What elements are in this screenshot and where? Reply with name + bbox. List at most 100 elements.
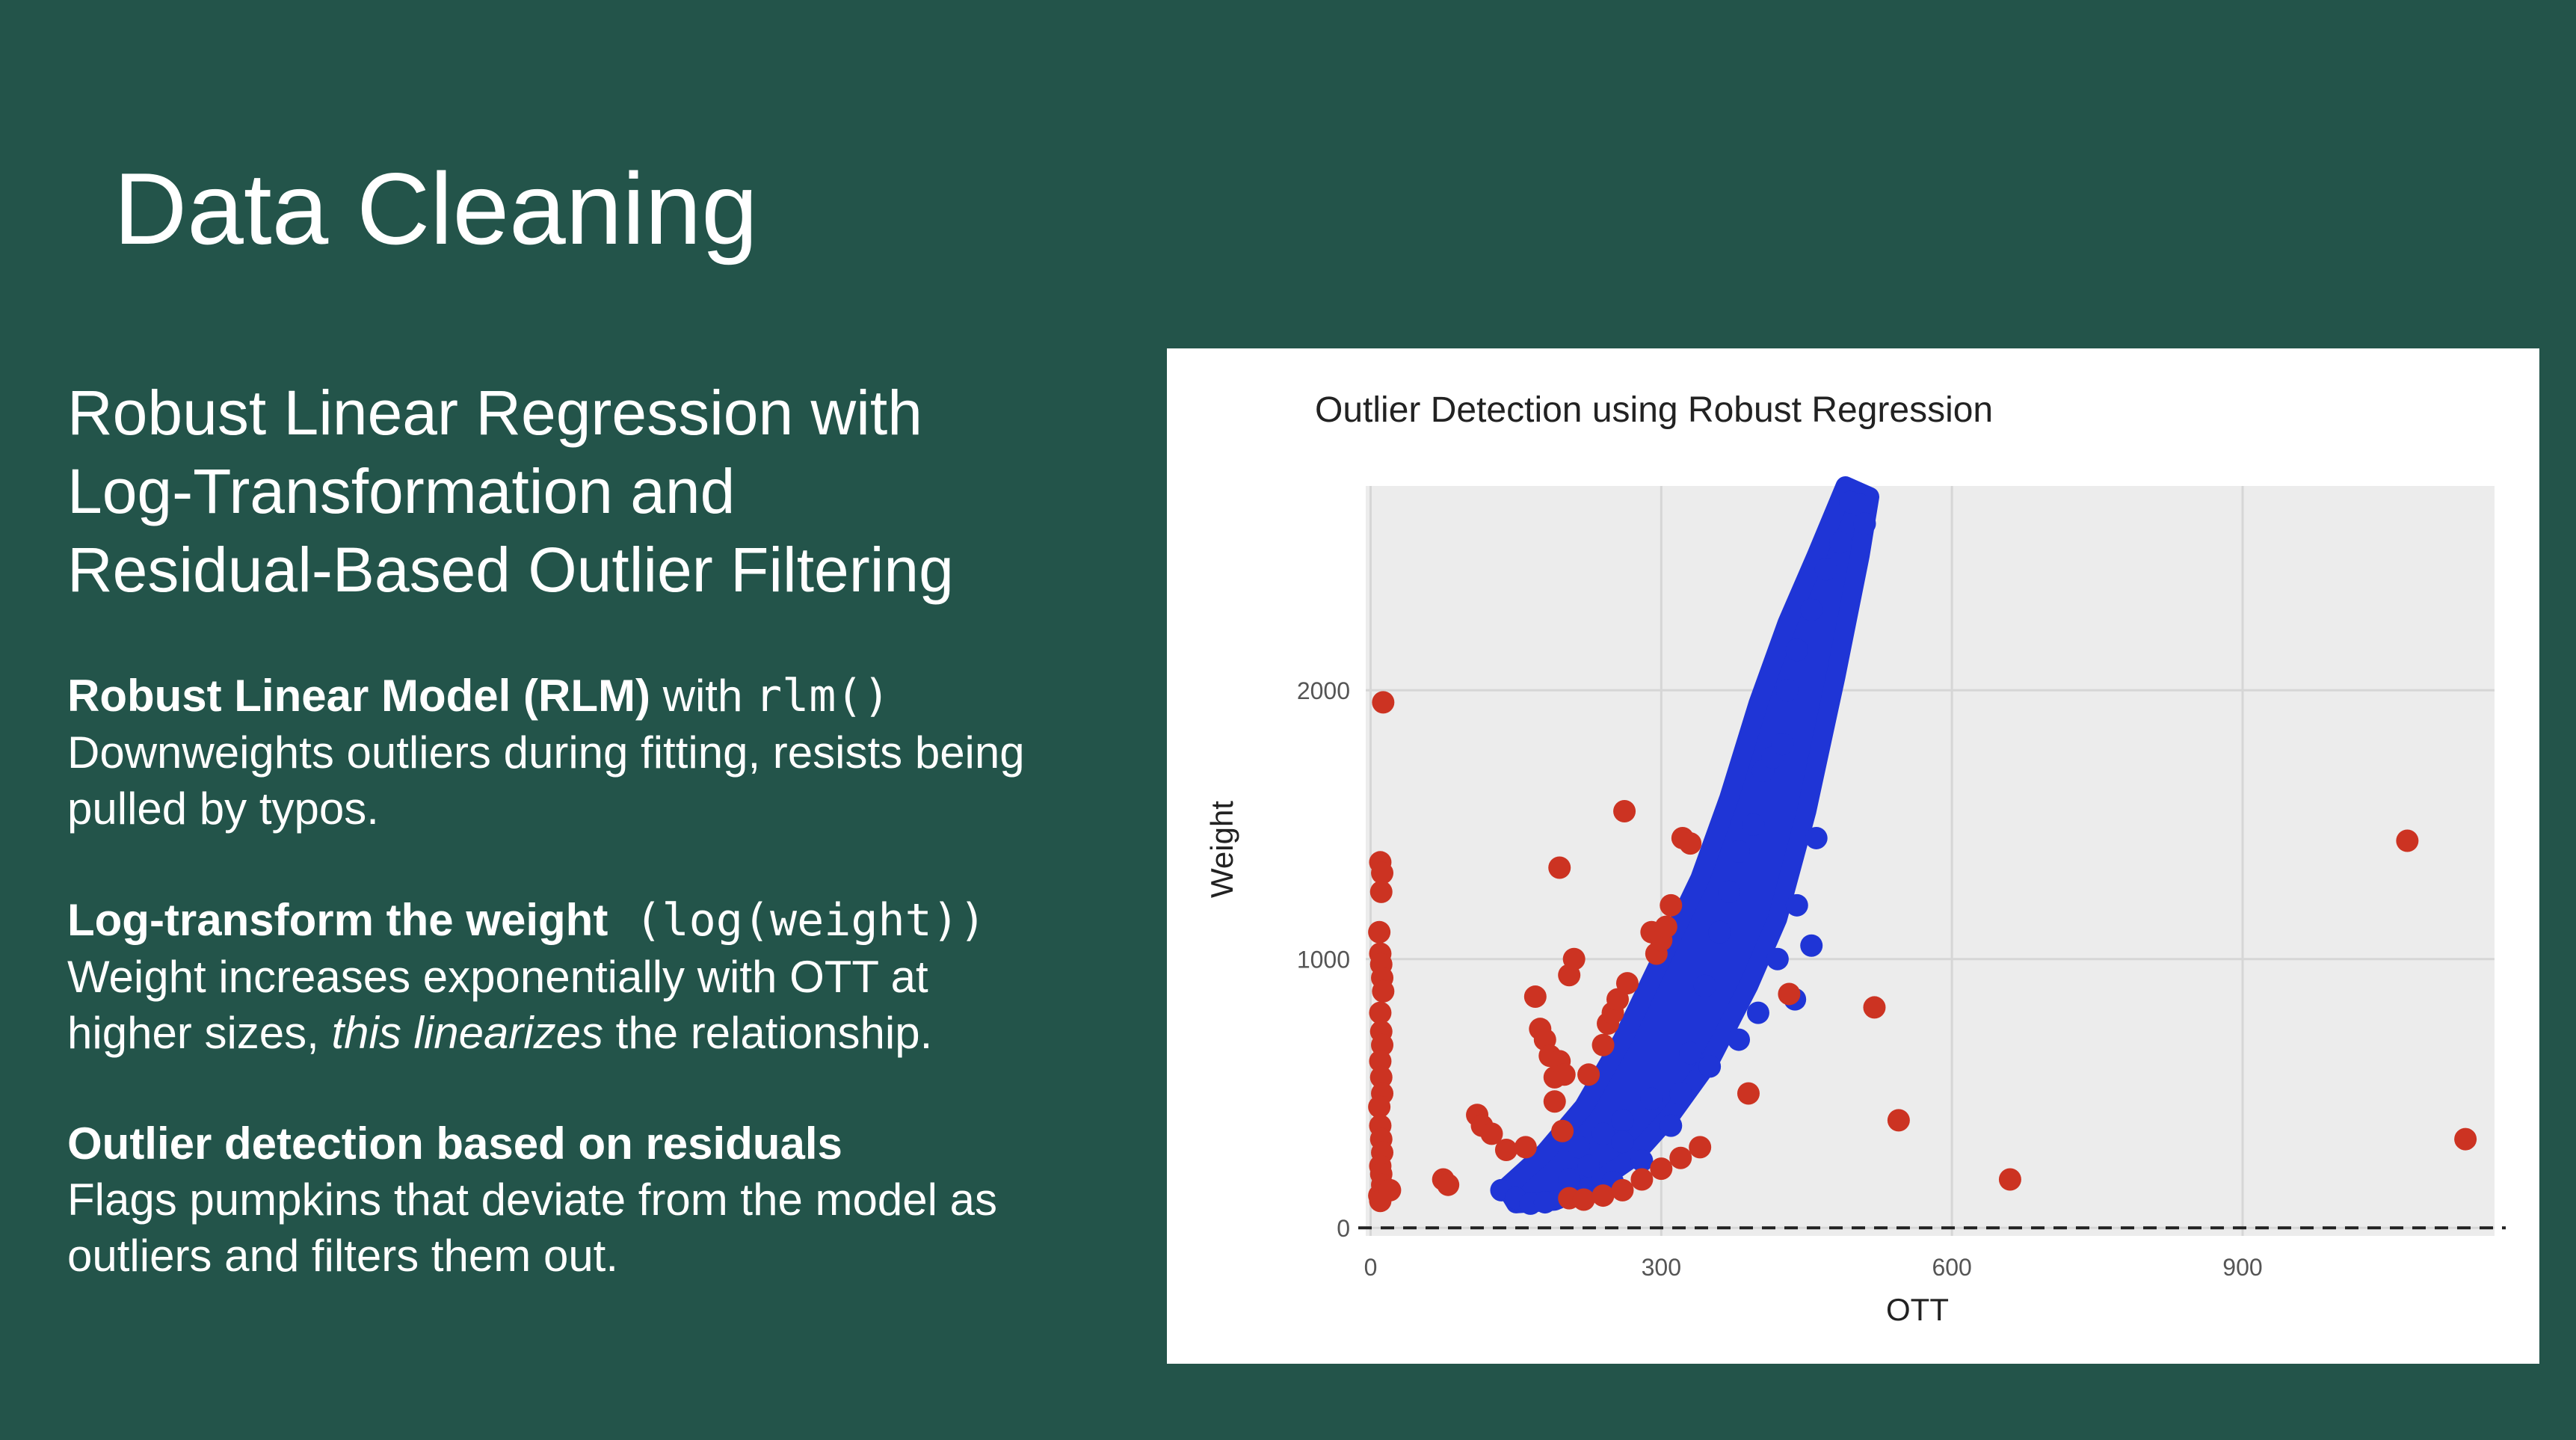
outlier-point bbox=[1615, 972, 1639, 995]
outlier-point bbox=[1737, 1082, 1760, 1105]
chart-title: Outlier Detection using Robust Regressio… bbox=[1315, 390, 1993, 430]
outlier-point bbox=[1606, 988, 1629, 1011]
log-heading: Log-transform the weight (log(weight)) bbox=[67, 892, 1114, 949]
outlier-point bbox=[1551, 1119, 1574, 1142]
inlier-point bbox=[1660, 1114, 1683, 1137]
inlier-point bbox=[1718, 880, 1741, 903]
outlier-point bbox=[1372, 979, 1395, 1003]
inlier-point bbox=[1785, 893, 1808, 917]
log-body-line: Weight increases exponentially with OTT … bbox=[67, 952, 928, 1002]
y-tick-label: 1000 bbox=[1297, 947, 1350, 973]
subtitle-line: Log-Transformation and bbox=[67, 456, 736, 526]
inlier-point bbox=[1611, 1130, 1634, 1154]
outlier-point bbox=[1553, 1063, 1576, 1086]
outlier-point bbox=[1572, 1188, 1595, 1211]
rlm-heading-code: rlm() bbox=[755, 670, 890, 722]
inlier-point bbox=[1771, 733, 1794, 756]
inlier-point bbox=[1698, 1055, 1722, 1078]
outlier-point bbox=[1669, 1146, 1692, 1169]
rlm-section: Robust Linear Model (RLM) with rlm() Dow… bbox=[67, 668, 1114, 837]
outlier-point bbox=[1368, 1095, 1391, 1119]
x-tick-label: 300 bbox=[1642, 1254, 1681, 1281]
log-line-italic: this linearizes bbox=[331, 1008, 604, 1058]
slide-title: Data Cleaning bbox=[114, 152, 758, 265]
outlier-point bbox=[1437, 1173, 1460, 1196]
inlier-point bbox=[1640, 1087, 1663, 1110]
chart-panel: 0 300 600 900 0 1000 2000 Outlier Detection us… bbox=[1167, 348, 2539, 1364]
x-axis-label: OTT bbox=[1886, 1292, 1949, 1327]
inlier-point bbox=[1533, 1191, 1556, 1214]
inlier-point bbox=[1708, 920, 1731, 944]
outlier-point bbox=[1577, 1063, 1600, 1086]
outlier-point bbox=[1650, 1157, 1673, 1181]
outlier-section: Outlier detection based on residuals Fla… bbox=[67, 1116, 1114, 1284]
x-tick-label: 600 bbox=[1932, 1254, 1971, 1281]
outlier-point bbox=[1591, 1184, 1615, 1207]
inlier-point bbox=[1558, 1168, 1581, 1191]
outlier-point bbox=[1611, 1178, 1634, 1201]
outlier-point bbox=[1523, 985, 1547, 1009]
outlier-point bbox=[1679, 832, 1702, 855]
outlier-point bbox=[1562, 947, 1586, 970]
inlier-point bbox=[1742, 813, 1765, 836]
outlier-point bbox=[1494, 1138, 1517, 1161]
outlier-point bbox=[1368, 920, 1391, 944]
rlm-body-line: Downweights outliers during fitting, res… bbox=[67, 727, 1025, 778]
outlier-point bbox=[1887, 1109, 1910, 1132]
outlier-point bbox=[1371, 861, 1394, 884]
inlier-point bbox=[1669, 1082, 1692, 1105]
inlier-point bbox=[1853, 512, 1876, 535]
log-line-post: the relationship. bbox=[603, 1008, 933, 1058]
outlier-point bbox=[2396, 829, 2419, 852]
outlier-point bbox=[1369, 1050, 1392, 1073]
outlier-point bbox=[1369, 880, 1393, 903]
x-tick-label: 0 bbox=[1364, 1254, 1378, 1281]
outlier-point bbox=[1654, 915, 1677, 938]
inlier-point bbox=[1746, 1001, 1769, 1024]
outlier-point bbox=[1630, 1168, 1654, 1191]
inlier-point bbox=[1630, 1149, 1654, 1172]
y-tick-label: 2000 bbox=[1297, 677, 1350, 704]
outlier-point bbox=[1778, 982, 1801, 1006]
outlier-point bbox=[1660, 893, 1683, 917]
inlier-point bbox=[1800, 934, 1823, 957]
outlier-point bbox=[1514, 1136, 1537, 1159]
outlier-point bbox=[1863, 996, 1886, 1019]
log-heading-bold: Log-transform the weight bbox=[67, 895, 608, 945]
slide-subtitle: Robust Linear Regression with Log-Transf… bbox=[67, 374, 1114, 609]
log-heading-code: (log(weight)) bbox=[608, 894, 987, 947]
inlier-point bbox=[1577, 1154, 1600, 1178]
inlier-point bbox=[1800, 598, 1823, 621]
rlm-heading-mid: with bbox=[650, 671, 755, 721]
inlier-point bbox=[1849, 493, 1872, 517]
scatter-chart: 0 300 600 900 0 1000 2000 Outlier Detection us… bbox=[1204, 390, 2506, 1327]
inlier-point bbox=[1775, 679, 1799, 702]
inlier-point bbox=[1766, 947, 1789, 970]
inlier-point bbox=[1829, 531, 1852, 554]
rlm-heading-bold: Robust Linear Model (RLM) bbox=[67, 671, 650, 721]
y-axis-label: Weight bbox=[1204, 801, 1239, 898]
outlier-point bbox=[1369, 1065, 1393, 1089]
outlier-point bbox=[1378, 1178, 1402, 1201]
inlier-point bbox=[1568, 1136, 1591, 1159]
outlier-point bbox=[1543, 1090, 1566, 1113]
inlier-point bbox=[1728, 1028, 1751, 1051]
outlier-point bbox=[1548, 856, 1571, 879]
inlier-point bbox=[1591, 1122, 1615, 1145]
outlier-point bbox=[1480, 1122, 1503, 1145]
rlm-body-line: pulled by typos. bbox=[67, 784, 379, 834]
outlier-body-line: Flags pumpkins that deviate from the mod… bbox=[67, 1175, 997, 1225]
outlier-point bbox=[1689, 1136, 1712, 1159]
outlier-point bbox=[1372, 691, 1395, 714]
outlier-body-line: outliers and filters them out. bbox=[67, 1231, 619, 1281]
outlier-heading: Outlier detection based on residuals bbox=[67, 1119, 842, 1169]
inlier-point bbox=[1805, 826, 1828, 849]
inlier-point bbox=[1679, 1041, 1702, 1065]
outlier-point bbox=[1591, 1033, 1615, 1056]
subtitle-line: Residual-Based Outlier Filtering bbox=[67, 535, 954, 605]
log-line-pre: higher sizes, bbox=[67, 1008, 332, 1058]
subtitle-line: Robust Linear Regression with bbox=[67, 378, 922, 448]
log-body-line: higher sizes, this linearizes the relati… bbox=[67, 1005, 1114, 1061]
rlm-heading: Robust Linear Model (RLM) with rlm() bbox=[67, 668, 1114, 724]
y-tick-label: 0 bbox=[1337, 1215, 1350, 1242]
